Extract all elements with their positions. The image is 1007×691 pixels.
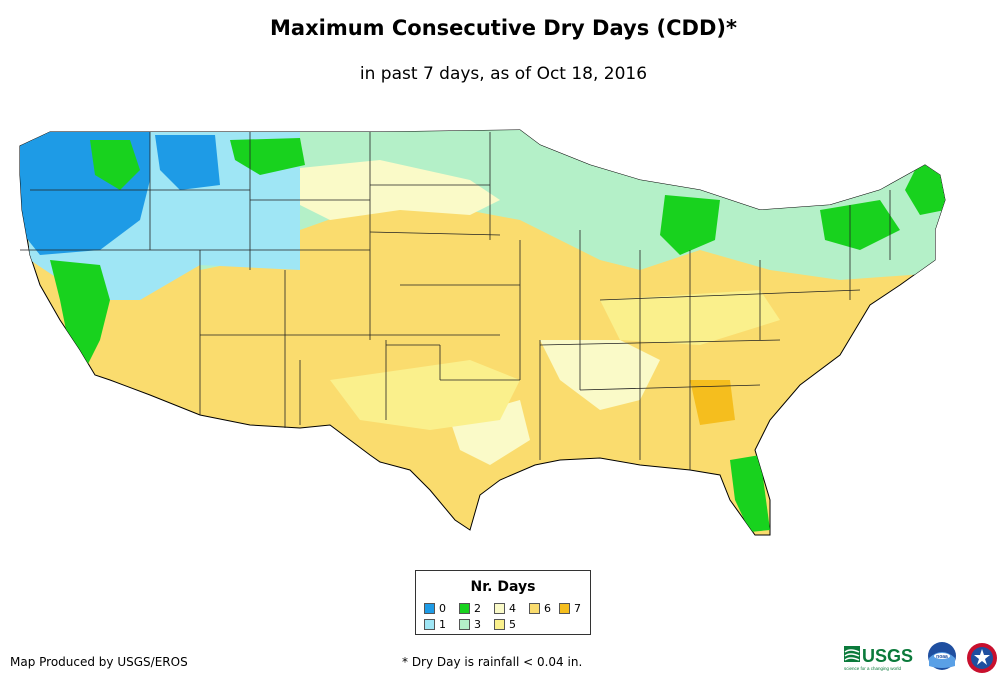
legend-label: 7: [574, 602, 581, 615]
legend-label: 6: [544, 602, 551, 615]
legend-swatch: [459, 603, 470, 614]
produced-by-credit: Map Produced by USGS/EROS: [10, 655, 188, 669]
page-subtitle: in past 7 days, as of Oct 18, 2016: [359, 64, 648, 84]
legend-item-0: 0: [424, 602, 446, 615]
usgs-logo-text: USGS: [862, 646, 913, 666]
zone-2-florida: [730, 455, 770, 532]
state-boundaries: [20, 132, 891, 470]
legend-label: 1: [439, 618, 446, 631]
zone-4-plains: [280, 160, 500, 220]
dry-day-footnote: * Dry Day is rainfall < 0.04 in.: [402, 655, 583, 669]
legend-label: 4: [509, 602, 516, 615]
agency-logos: USGS science for a changing world noaa: [844, 642, 997, 673]
legend-item-4: 4: [494, 602, 516, 615]
legend-label: 3: [474, 618, 481, 631]
legend-swatch: [559, 603, 570, 614]
legend-item-2: 2: [459, 602, 481, 615]
legend: Nr. Days 0 1 2 3 4 5 6 7: [415, 570, 591, 635]
usgs-logo: USGS science for a changing world: [844, 646, 913, 671]
legend-swatch: [494, 603, 505, 614]
zone-2-montana: [230, 138, 305, 175]
noaa-logo-text: noaa: [936, 654, 948, 660]
noaa-logo: noaa: [928, 642, 956, 670]
zone-5-texas: [330, 360, 520, 430]
legend-label: 2: [474, 602, 481, 615]
zone-2-new-york: [820, 200, 900, 250]
zone-2-oregon: [90, 140, 140, 190]
zone-2-michigan: [660, 195, 720, 255]
legend-label: 5: [509, 618, 516, 631]
legend-swatch: [494, 619, 505, 630]
legend-item-3: 3: [459, 618, 481, 631]
zone-0-idaho: [155, 135, 220, 190]
zone-2-maine: [905, 160, 945, 215]
zone-2-california: [50, 260, 110, 370]
zone-7-georgia: [690, 380, 735, 425]
usgs-tagline: science for a changing world: [844, 666, 902, 671]
legend-swatch: [529, 603, 540, 614]
legend-swatch: [424, 619, 435, 630]
legend-swatch: [459, 619, 470, 630]
nws-logo: [967, 643, 997, 673]
page-title: Maximum Consecutive Dry Days (CDD)*: [270, 16, 737, 40]
legend-item-1: 1: [424, 618, 446, 631]
legend-item-6: 6: [529, 602, 551, 615]
legend-title: Nr. Days: [470, 579, 536, 595]
legend-label: 0: [439, 602, 446, 615]
legend-item-5: 5: [494, 618, 516, 631]
legend-item-7: 7: [559, 602, 581, 615]
zone-4-south: [540, 340, 660, 410]
legend-swatch: [424, 603, 435, 614]
